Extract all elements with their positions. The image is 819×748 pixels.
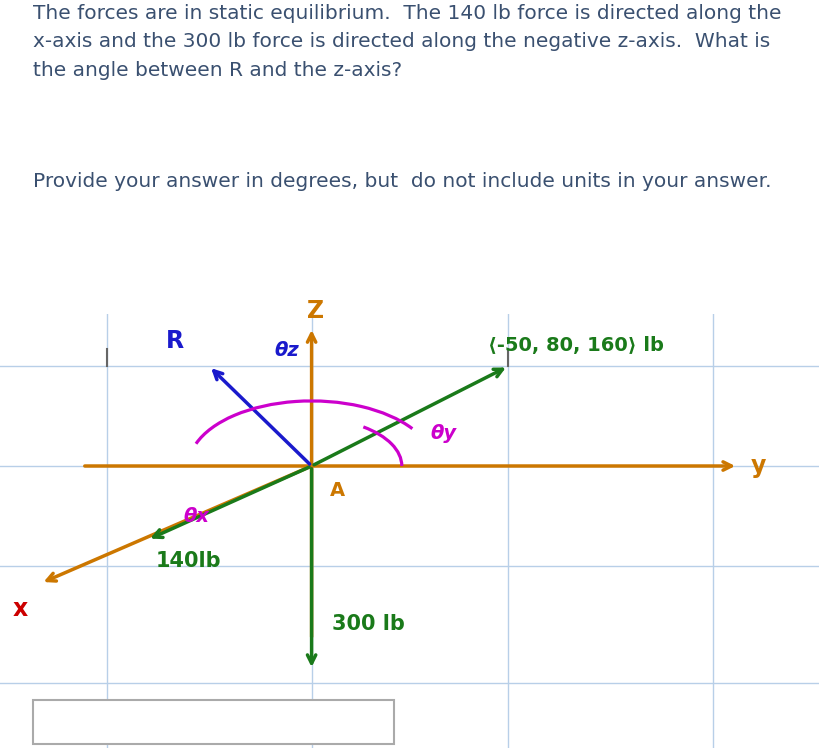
Text: θz: θz	[274, 340, 299, 360]
Text: ⟨-50, 80, 160⟩ lb: ⟨-50, 80, 160⟩ lb	[487, 337, 663, 355]
Text: y: y	[749, 454, 765, 478]
Bar	[33, 700, 393, 744]
Text: θy: θy	[430, 424, 456, 443]
Text: 300 lb: 300 lb	[332, 613, 405, 634]
Text: Z: Z	[307, 299, 324, 323]
Text: 140lb: 140lb	[156, 551, 221, 571]
Text: θx: θx	[183, 507, 209, 527]
Text: Provide your answer in degrees, but  do not include units in your answer.: Provide your answer in degrees, but do n…	[33, 172, 771, 191]
Text: R: R	[166, 329, 184, 353]
Text: The forces are in static equilibrium.  The 140 lb force is directed along the
x-: The forces are in static equilibrium. Th…	[33, 4, 781, 80]
Text: A: A	[329, 481, 344, 500]
Text: x: x	[13, 597, 28, 621]
